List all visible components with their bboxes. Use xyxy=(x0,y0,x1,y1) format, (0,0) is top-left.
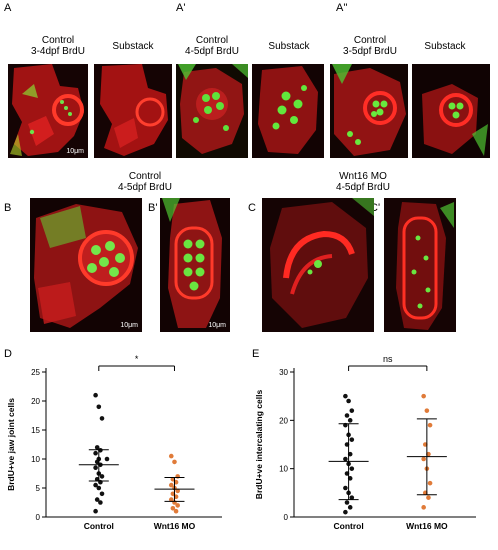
data-point xyxy=(94,497,100,502)
panel-label-d: D xyxy=(4,348,12,360)
micrograph-a2 xyxy=(330,64,408,158)
data-point xyxy=(175,488,180,494)
data-point xyxy=(421,456,426,462)
chart-e: 0 10 20 30 BrdU+ve intercalating cells Contro… xyxy=(248,340,498,550)
data-point xyxy=(344,500,350,505)
scale-bar-a: 10μm xyxy=(66,148,84,155)
x-category-label: Wnt16 MO xyxy=(406,521,448,531)
y-tick-label: 0 xyxy=(36,513,41,522)
panel-label-a1: A' xyxy=(176,2,186,14)
panel-label-c1: C' xyxy=(370,202,381,214)
panel-a-title: Control 3-4dpf BrdU xyxy=(31,35,85,57)
data-point xyxy=(93,450,98,456)
data-point xyxy=(349,437,355,442)
micrograph-a1-substack xyxy=(252,64,324,158)
data-point xyxy=(93,465,98,470)
scale-bar-b1: 10μm xyxy=(208,322,226,329)
panel-label-a: A xyxy=(4,2,12,14)
data-point xyxy=(96,404,102,410)
panel-label-e: E xyxy=(252,348,260,360)
data-point xyxy=(168,497,174,502)
chart-d-svg: 0 5 10 15 20 25 BrdU+ve jaw joint cells Control… xyxy=(6,354,222,531)
data-point xyxy=(93,508,98,514)
panel-label-b1: B' xyxy=(148,202,158,214)
y-tick-label: 20 xyxy=(279,416,288,425)
data-point xyxy=(168,482,174,488)
panel-a1-substack-title: Substack xyxy=(268,41,310,52)
panel-label-a2: A'' xyxy=(336,2,348,14)
x-category-label: Control xyxy=(333,521,363,531)
data-point xyxy=(99,474,105,479)
panel-a2-title: Control 3-5dpf BrdU xyxy=(343,35,397,57)
data-point xyxy=(343,393,348,399)
data-point xyxy=(170,506,176,511)
data-point xyxy=(344,413,350,418)
panel-label-c: C xyxy=(248,202,256,214)
data-point xyxy=(421,393,426,399)
data-point xyxy=(168,453,174,459)
significance-label: ns xyxy=(383,354,393,364)
group-c-title: Wnt16 MO 4-5dpf BrdU xyxy=(336,171,390,193)
significance-label: * xyxy=(135,354,139,364)
panel-label-b: B xyxy=(4,202,12,214)
data-point xyxy=(172,459,177,465)
data-point xyxy=(343,509,348,515)
micrograph-b: 10μm xyxy=(30,198,142,332)
data-point xyxy=(421,505,426,510)
data-point xyxy=(98,500,103,505)
data-point xyxy=(173,508,179,514)
chart-e-svg: 0 10 20 30 BrdU+ve intercalating cells Contro… xyxy=(254,354,476,531)
y-tick-label: 30 xyxy=(279,368,288,377)
micrograph-c1 xyxy=(384,198,456,332)
panel-a-substack-title: Substack xyxy=(112,41,154,52)
group-b-title: Control 4-5dpf BrdU xyxy=(118,171,172,193)
y-axis-label: BrdU+ve intercalating cells xyxy=(254,390,264,500)
y-tick-label: 10 xyxy=(279,465,288,474)
data-point xyxy=(349,495,355,500)
y-tick-label: 10 xyxy=(31,455,40,464)
y-tick-label: 20 xyxy=(31,397,40,406)
data-point xyxy=(93,482,98,488)
y-tick-label: 25 xyxy=(31,368,40,377)
data-point xyxy=(94,445,100,450)
data-point xyxy=(349,466,355,471)
micrograph-c xyxy=(262,198,374,332)
micrograph-a-substack xyxy=(94,64,172,158)
y-axis-label: BrdU+ve jaw joint cells xyxy=(6,398,16,491)
micrograph-a: 10μm xyxy=(8,64,88,158)
panel-a2-substack-title: Substack xyxy=(424,41,466,52)
y-tick-label: 15 xyxy=(31,426,40,435)
data-point xyxy=(346,398,351,404)
data-point xyxy=(99,416,105,421)
data-point xyxy=(347,418,353,423)
x-category-label: Control xyxy=(84,521,114,531)
data-point xyxy=(424,408,430,413)
chart-d: 0 5 10 15 20 25 BrdU+ve jaw joint cells Control… xyxy=(0,340,248,550)
micrograph-b1: 10μm xyxy=(160,198,230,332)
data-point xyxy=(427,422,433,428)
data-point xyxy=(96,485,102,491)
data-point xyxy=(99,491,105,497)
data-point xyxy=(426,495,431,500)
data-point xyxy=(349,408,355,413)
y-tick-label: 0 xyxy=(284,513,289,522)
x-category-label: Wnt16 MO xyxy=(154,521,196,531)
scale-bar-b: 10μm xyxy=(120,322,138,329)
micrograph-a2-substack xyxy=(412,64,490,158)
y-tick-label: 5 xyxy=(36,484,41,493)
data-point xyxy=(175,503,180,508)
panel-a1-title: Control 4-5dpf BrdU xyxy=(185,35,239,57)
data-point xyxy=(343,485,348,491)
data-point xyxy=(347,505,353,510)
data-point xyxy=(93,392,98,398)
data-point xyxy=(343,456,348,462)
data-point xyxy=(104,456,110,462)
micrograph-a1 xyxy=(176,64,248,158)
data-point xyxy=(427,480,433,486)
